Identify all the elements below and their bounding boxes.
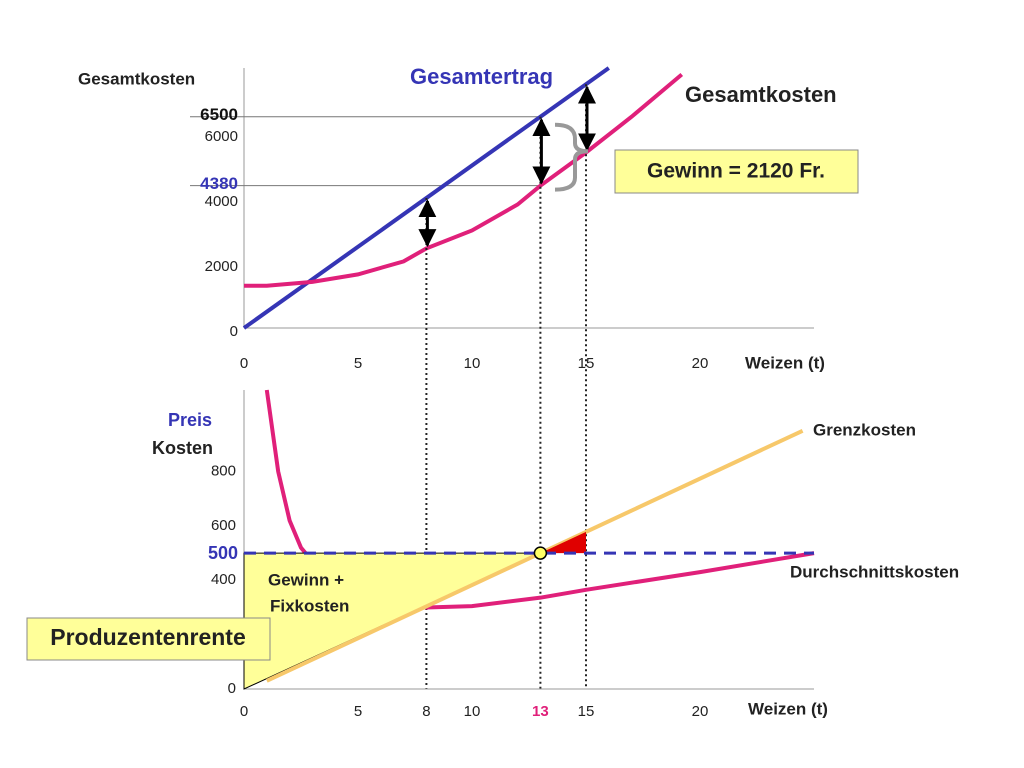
x-axis-label: Weizen (t) bbox=[748, 699, 828, 718]
x-tick-label: 13 bbox=[532, 703, 549, 720]
x-tick-label: 10 bbox=[464, 355, 481, 372]
y-tick-label: 6000 bbox=[205, 128, 238, 145]
loss-area bbox=[540, 531, 586, 554]
y-tick-label: 400 bbox=[211, 571, 236, 588]
x-tick-label: 5 bbox=[354, 355, 362, 372]
series-label: Durchschnittskosten bbox=[790, 562, 959, 581]
x-tick-label: 5 bbox=[354, 703, 362, 720]
x-tick-label: 0 bbox=[240, 355, 248, 372]
x-tick-label: 20 bbox=[692, 703, 709, 720]
series-label: Gesamtkosten bbox=[685, 82, 837, 107]
annotation: Gewinn = 2120 Fr. bbox=[647, 160, 825, 183]
annotation: Gewinn + bbox=[268, 570, 344, 589]
y-tick-label: 0 bbox=[230, 323, 238, 340]
x-tick-label: 8 bbox=[422, 703, 430, 720]
reference-label: 6500 bbox=[200, 105, 238, 124]
brace bbox=[554, 122, 589, 192]
x-tick-label: 15 bbox=[578, 355, 595, 372]
x-tick-label: 0 bbox=[240, 703, 248, 720]
annotation: Fixkosten bbox=[270, 596, 349, 615]
y-tick-label: 4000 bbox=[205, 193, 238, 210]
y-axis-label: Gesamtkosten bbox=[78, 69, 195, 88]
annotation-box bbox=[26, 617, 271, 661]
x-tick-label: 15 bbox=[578, 703, 595, 720]
y-axis-label: Preis bbox=[168, 410, 212, 430]
y-tick-label: 800 bbox=[211, 463, 236, 480]
x-axis-label: Weizen (t) bbox=[745, 353, 825, 372]
y-tick-label: 0 bbox=[228, 680, 236, 697]
annotation: Produzentenrente bbox=[50, 624, 246, 650]
series-label: Grenzkosten bbox=[813, 420, 916, 439]
price-label: 500 bbox=[208, 543, 238, 563]
y-axis-label: Kosten bbox=[152, 438, 213, 458]
reference-label: 4380 bbox=[200, 174, 238, 193]
series-label: Gesamtertrag bbox=[410, 64, 553, 89]
x-tick-label: 10 bbox=[464, 703, 481, 720]
x-tick-label: 20 bbox=[692, 355, 709, 372]
y-tick-label: 2000 bbox=[205, 258, 238, 275]
annotation-box bbox=[614, 149, 859, 194]
equilibrium-point bbox=[533, 546, 548, 560]
y-tick-label: 600 bbox=[211, 517, 236, 534]
